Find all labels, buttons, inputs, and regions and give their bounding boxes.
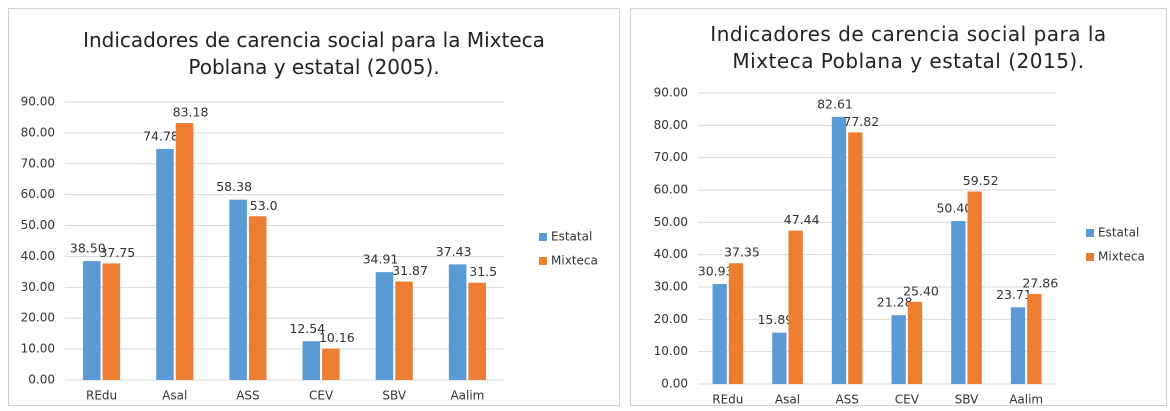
bar [175, 123, 194, 380]
value-label: 37.43 [436, 244, 472, 259]
y-tick-label: 90.00 [21, 95, 55, 109]
y-tick-label: 80.00 [654, 118, 688, 132]
bar [712, 283, 727, 384]
chart-panel: Indicadores de carencia social para la M… [630, 8, 1167, 406]
x-tick-label: Asal [162, 389, 187, 403]
x-tick-label: CEV [895, 393, 920, 406]
value-label: 83.18 [173, 105, 209, 120]
bar [248, 216, 267, 380]
y-tick-label: 60.00 [654, 183, 688, 197]
legend-swatch [539, 257, 547, 265]
legend-swatch [1086, 253, 1094, 261]
value-label: 74.78 [143, 129, 179, 144]
bar [1027, 293, 1042, 384]
legend-swatch [1086, 229, 1094, 237]
y-tick-label: 30.00 [21, 280, 55, 294]
x-tick-label: CEV [309, 389, 334, 403]
y-tick-label: 60.00 [21, 187, 55, 201]
y-tick-label: 0.00 [28, 373, 55, 387]
x-tick-label: REdu [86, 389, 117, 403]
value-label: 30.93 [698, 263, 734, 278]
bar [229, 199, 247, 380]
value-label: 23.71 [996, 287, 1032, 302]
bar [728, 263, 744, 384]
value-label: 53.0 [250, 198, 278, 213]
value-label: 47.44 [784, 212, 820, 227]
y-tick-label: 30.00 [654, 280, 688, 294]
y-tick-label: 20.00 [654, 312, 688, 326]
bar [395, 281, 413, 380]
bar [788, 230, 803, 384]
x-tick-label: REdu [712, 393, 743, 406]
x-tick-label: Asal [775, 393, 800, 406]
legend-label: Estatal [551, 230, 592, 244]
bar [322, 348, 340, 380]
bar [102, 263, 121, 380]
value-label: 31.87 [392, 263, 428, 278]
x-tick-label: ASS [236, 389, 259, 403]
legend-label: Estatal [1098, 226, 1139, 240]
y-tick-label: 70.00 [654, 150, 688, 164]
legend-label: Mixteca [1098, 250, 1145, 264]
value-label: 31.5 [469, 264, 497, 279]
bar [907, 301, 923, 384]
y-tick-label: 70.00 [21, 156, 55, 170]
bar [967, 191, 982, 384]
bar [83, 261, 101, 380]
value-label: 37.35 [724, 245, 760, 260]
x-tick-label: Aalim [450, 389, 484, 403]
value-label: 82.61 [817, 96, 853, 111]
bar [302, 341, 321, 380]
value-label: 37.75 [99, 245, 135, 260]
value-label: 15.89 [757, 312, 793, 327]
bar [848, 132, 863, 384]
bar [772, 332, 787, 384]
value-label: 58.38 [216, 179, 252, 194]
value-label: 10.16 [319, 330, 355, 345]
value-label: 25.40 [903, 283, 939, 298]
y-tick-label: 40.00 [21, 249, 55, 263]
bar [375, 272, 394, 380]
value-label: 50.40 [936, 201, 972, 216]
y-tick-label: 20.00 [21, 311, 55, 325]
value-label: 59.52 [963, 173, 999, 188]
chart-title: Indicadores de carencia social para la M… [710, 22, 1107, 73]
bar [156, 149, 174, 380]
y-tick-label: 80.00 [21, 125, 55, 139]
value-label: 34.91 [363, 252, 399, 267]
x-tick-label: SBV [955, 393, 979, 406]
bar [468, 282, 486, 380]
chart-panel: Indicadores de carencia social para la M… [8, 8, 620, 406]
bar [891, 315, 906, 384]
legend-label: Mixteca [551, 254, 598, 268]
chart: 0.00 10.00 20.00 30.00 40.00 50.00 60.00 70.00 8… [654, 86, 1145, 406]
y-tick-label: 40.00 [654, 247, 688, 261]
y-tick-label: 90.00 [654, 86, 688, 100]
y-tick-label: 50.00 [654, 215, 688, 229]
value-label: 77.82 [843, 114, 879, 129]
bar [951, 221, 966, 384]
bar [1010, 307, 1026, 384]
bar [448, 264, 467, 380]
y-tick-label: 0.00 [661, 377, 688, 391]
bar [831, 116, 847, 384]
value-label: 27.86 [1022, 275, 1058, 290]
x-tick-label: ASS [835, 393, 858, 406]
legend-swatch [539, 233, 547, 241]
y-tick-label: 10.00 [654, 344, 688, 358]
value-label: 38.50 [70, 241, 106, 256]
y-tick-label: 10.00 [21, 342, 55, 356]
y-tick-label: 50.00 [21, 218, 55, 232]
value-label: 21.28 [877, 295, 913, 310]
x-tick-label: SBV [382, 389, 406, 403]
x-tick-label: Aalim [1009, 393, 1043, 406]
value-label: 12.54 [289, 321, 325, 336]
chart: 0.00 10.00 20.00 30.00 40.00 50.00 60.00 70.00 8… [21, 95, 598, 403]
chart-title: Indicadores de carencia social para la M… [83, 28, 545, 79]
